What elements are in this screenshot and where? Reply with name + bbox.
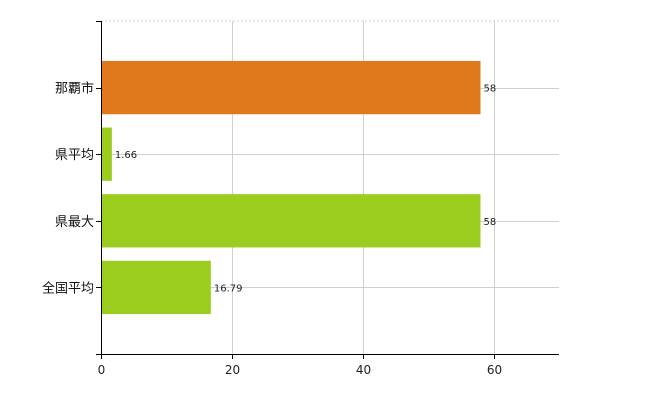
bar [101,260,211,315]
category-label: 那覇市 [55,81,94,97]
axes [96,21,559,359]
bar [101,194,481,248]
bar [101,127,112,181]
bars [101,60,481,315]
bar [101,60,481,115]
x-tick-label: 0 [98,363,106,377]
category-label: 県最大 [55,215,94,230]
x-tick-label: 20 [225,363,240,377]
x-tick-label: 40 [356,363,371,377]
category-label: 全国平均 [42,280,94,296]
category-label: 県平均 [55,148,94,163]
data-label: 16.79 [214,283,243,294]
data-label: 1.66 [115,150,137,161]
data-label: 58 [483,217,496,228]
x-tick-label: 60 [487,363,502,377]
data-label: 58 [483,84,496,95]
